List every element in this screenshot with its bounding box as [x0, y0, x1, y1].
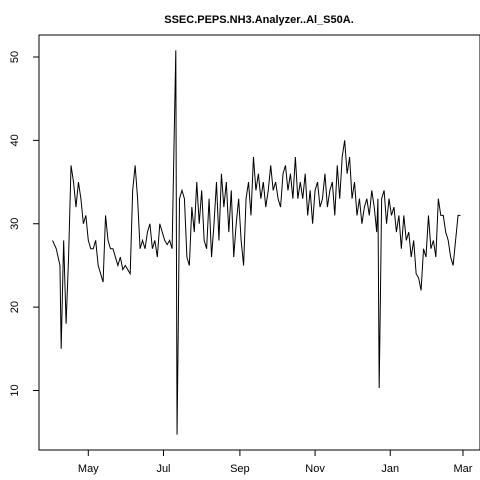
chart-title: SSEC.PEPS.NH3.Analyzer..Al_S50A.	[164, 14, 354, 26]
x-tick-label: Nov	[305, 463, 325, 475]
plot-box	[38, 34, 480, 451]
x-tick-label: Sep	[230, 463, 250, 475]
data-line	[52, 50, 461, 435]
y-tick-label: 20	[9, 301, 21, 313]
x-tick-label: May	[78, 463, 99, 475]
y-tick-label: 10	[9, 384, 21, 396]
x-tick-label: Jul	[156, 463, 170, 475]
y-tick-label: 50	[9, 51, 21, 63]
x-tick-label: Mar	[454, 463, 473, 475]
y-tick-label: 40	[9, 134, 21, 146]
x-tick-label: Jan	[381, 463, 399, 475]
y-tick-label: 30	[9, 218, 21, 230]
